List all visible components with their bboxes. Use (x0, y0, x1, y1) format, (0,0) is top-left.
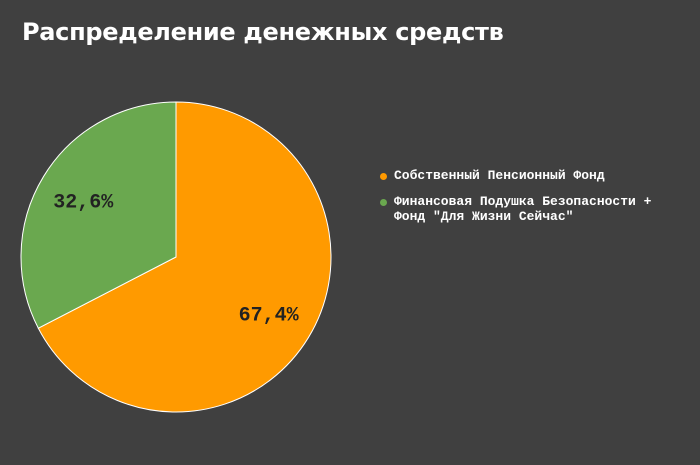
chart-title: Распределение денежных средств (22, 18, 504, 46)
legend-item-safety-cushion: Финансовая Подушка Безопасности + Фонд "… (380, 194, 680, 224)
data-label-pension-fund: 67,4% (239, 304, 300, 327)
legend-swatch-pension-fund (380, 173, 387, 180)
legend-swatch-safety-cushion (380, 199, 387, 206)
legend-label-pension-fund: Собственный Пенсионный Фонд (394, 168, 605, 183)
legend: Собственный Пенсионный Фонд Финансовая П… (380, 168, 680, 235)
legend-item-pension-fund: Собственный Пенсионный Фонд (380, 168, 680, 183)
legend-label-safety-cushion: Финансовая Подушка Безопасности + Фонд "… (394, 194, 652, 224)
pie-slice-pension-fund (37, 101, 332, 413)
data-label-safety-cushion: 32,6% (53, 192, 114, 215)
pie-slice-safety-cushion (20, 101, 177, 329)
